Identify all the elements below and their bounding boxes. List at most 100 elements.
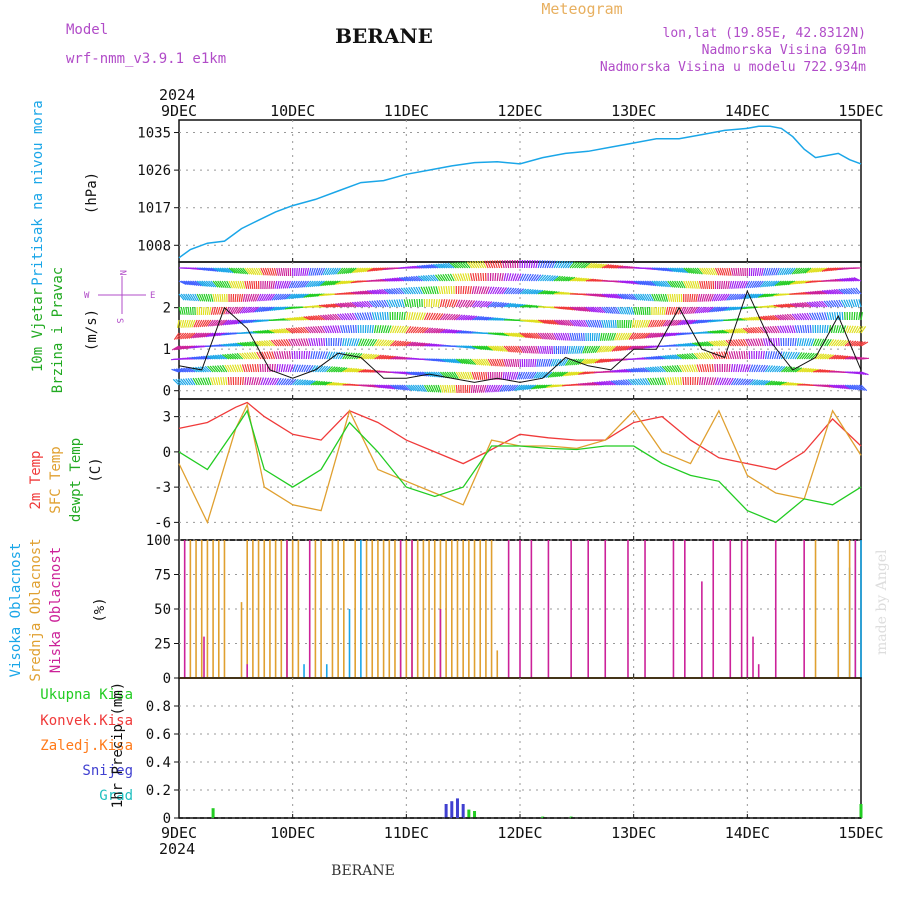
wind-arrow xyxy=(600,345,607,353)
wind-arrow xyxy=(315,380,323,386)
wind-arrow xyxy=(219,280,225,289)
bottom-day-label: 12DEC xyxy=(497,824,542,842)
wind-arrow xyxy=(271,377,277,386)
wind-arrow xyxy=(225,377,228,386)
wind-arrow xyxy=(789,280,798,285)
wind-arrow xyxy=(273,377,280,386)
wind-arrow xyxy=(347,302,355,308)
wind-arrow xyxy=(826,325,829,334)
wind-arrow xyxy=(700,319,709,324)
wind-arrow xyxy=(738,293,746,300)
wind-arrow xyxy=(312,267,316,276)
wind-arrow xyxy=(358,353,365,360)
wind-arrow xyxy=(560,319,568,326)
wind-arrow xyxy=(428,264,437,269)
wind-arrow xyxy=(260,306,269,313)
wind-arrow xyxy=(224,353,232,360)
wind-arrow xyxy=(189,293,196,302)
wind-arrow xyxy=(537,274,544,282)
wind-arrow xyxy=(565,306,574,311)
wind-arrow xyxy=(455,299,461,308)
wind-arrow xyxy=(511,259,514,269)
wind-arrow xyxy=(801,367,810,373)
wind-arrow xyxy=(288,338,294,347)
wind-arrow xyxy=(613,345,621,352)
wind-arrow xyxy=(530,274,537,282)
bottom-time-labels: 9DEC 10DEC 11DEC 12DEC 13DEC 14DEC 15DEC xyxy=(161,824,884,842)
wind-arrow xyxy=(251,352,257,360)
wind-arrow xyxy=(658,319,664,328)
wind-arrow xyxy=(469,371,474,380)
wind-arrow xyxy=(693,352,701,360)
wind-arrow xyxy=(503,273,507,282)
wind-arrow xyxy=(354,267,362,274)
wind-arrow xyxy=(771,267,776,276)
wind-arrow xyxy=(362,267,371,273)
wind-arrow xyxy=(719,293,726,302)
wind-arrow xyxy=(754,267,758,276)
wind-arrow xyxy=(705,280,708,289)
wind-arrow xyxy=(411,298,414,308)
wind-arrow xyxy=(210,377,214,386)
wind-arrow xyxy=(485,358,491,367)
wind-arrow xyxy=(542,260,546,269)
wind-arrow xyxy=(451,313,459,321)
wind-arrow xyxy=(858,299,862,308)
wind-arrow xyxy=(277,293,285,301)
wind-arrow xyxy=(305,315,314,321)
wind-arrow xyxy=(332,267,339,275)
wind-arrow xyxy=(514,358,518,367)
wind-arrow xyxy=(621,306,627,315)
wind-arrow xyxy=(501,302,510,308)
wind-arrow xyxy=(218,319,225,327)
y-tick-label: 0.6 xyxy=(146,727,171,743)
wind-arrow xyxy=(320,280,328,287)
model-label: Model xyxy=(66,22,108,38)
wind-arrow xyxy=(214,332,223,337)
wind-arrow xyxy=(474,273,478,282)
wind-arrow xyxy=(452,273,457,282)
wind-arrow xyxy=(584,382,593,386)
wind-arrow xyxy=(647,332,655,339)
wind-arrow xyxy=(701,293,705,302)
wind-arrow xyxy=(205,332,214,338)
wind-arrow xyxy=(511,384,519,392)
wind-arrow xyxy=(403,299,407,308)
wind-arrow xyxy=(851,384,859,391)
wind-arrow xyxy=(430,264,439,269)
wind-arrow xyxy=(829,312,833,321)
wind-arrow xyxy=(476,358,483,366)
top-day-label: 9DEC xyxy=(161,102,197,120)
wind-arrow xyxy=(855,325,862,334)
wind-arrow xyxy=(769,267,773,276)
wind-arrow xyxy=(361,312,366,321)
wind-arrow xyxy=(603,345,610,353)
wind-arrow xyxy=(286,351,289,360)
wind-arrow xyxy=(501,384,507,392)
wind-arrow xyxy=(719,306,728,312)
compass-e: E xyxy=(150,291,155,301)
wind-arrow xyxy=(485,345,493,351)
wind-arrow xyxy=(319,325,326,334)
wind-arrow xyxy=(616,369,625,373)
wind-arrow xyxy=(389,325,395,334)
wind-arrow xyxy=(582,345,587,354)
wind-arrow xyxy=(808,352,815,360)
wind-arrow xyxy=(267,293,273,301)
wind-arrow xyxy=(374,339,380,347)
wind-arrow xyxy=(392,384,400,390)
wind-arrow xyxy=(292,364,296,373)
wind-arrow xyxy=(672,267,680,273)
wind-arrow xyxy=(203,319,210,328)
wind-arrow xyxy=(628,368,637,373)
wind-arrow xyxy=(626,345,634,351)
wind-arrow xyxy=(251,267,257,276)
wind-arrow xyxy=(401,341,409,347)
wind-arrow xyxy=(546,275,554,282)
wind-arrow xyxy=(774,325,780,334)
wind-arrow xyxy=(257,364,260,373)
wind-arrow xyxy=(248,376,252,386)
wind-arrow xyxy=(467,358,474,365)
wind-arrow xyxy=(652,319,657,328)
wind-arrow xyxy=(608,306,614,314)
